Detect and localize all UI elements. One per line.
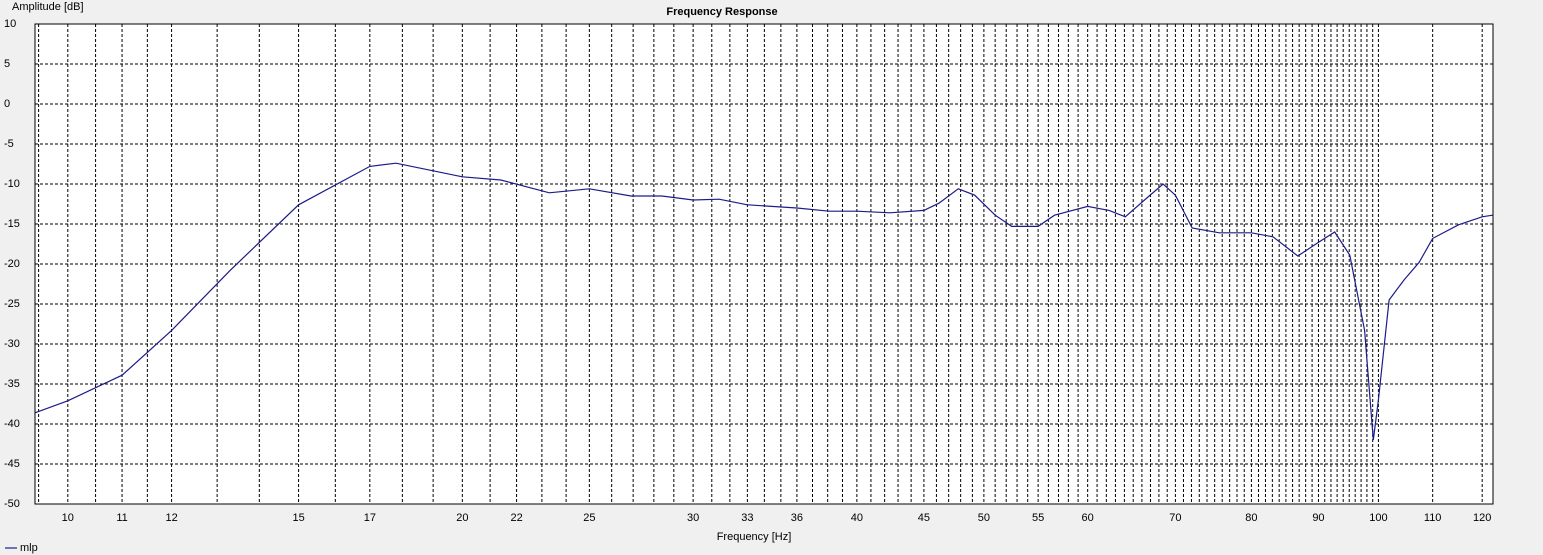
x-tick-label: 40 [851,512,863,524]
y-tick-label: -10 [4,178,20,190]
y-tick-label: -35 [4,378,20,390]
chart-title: Frequency Response [666,6,777,18]
x-tick-label: 110 [1424,512,1442,524]
legend-label: mlp [20,542,38,554]
x-tick-label: 33 [741,512,753,524]
x-tick-label: 80 [1245,512,1257,524]
plot-frame [34,23,1494,505]
x-tick-label: 12 [165,512,177,524]
x-tick-label: 22 [510,512,522,524]
y-tick-label: 10 [4,18,16,30]
x-tick-label: 36 [791,512,803,524]
y-tick-label: -30 [4,338,20,350]
y-tick-label: -15 [4,218,20,230]
x-tick-label: 10 [62,512,74,524]
x-tick-label: 55 [1032,512,1044,524]
x-tick-label: 70 [1169,512,1181,524]
y-tick-label: 0 [4,98,10,110]
y-tick-label: -20 [4,258,20,270]
x-tick-label: 15 [292,512,304,524]
x-tick-label: 120 [1473,512,1491,524]
x-tick-label: 20 [456,512,468,524]
x-tick-label: 90 [1312,512,1324,524]
y-axis-label: Amplitude [dB] [12,1,84,13]
x-tick-label: 30 [687,512,699,524]
y-tick-label: -50 [4,498,20,510]
x-tick-label: 50 [978,512,990,524]
y-tick-label: -5 [4,138,14,150]
x-tick-label: 60 [1082,512,1094,524]
y-tick-label: -25 [4,298,20,310]
y-tick-label: -45 [4,458,20,470]
x-tick-label: 17 [364,512,376,524]
y-tick-label: -40 [4,418,20,430]
x-tick-label: 45 [918,512,930,524]
y-tick-label: 5 [4,58,10,70]
x-axis-label: Frequency [Hz] [717,531,792,543]
x-tick-label: 100 [1369,512,1387,524]
x-tick-label: 25 [583,512,595,524]
x-tick-label: 11 [116,512,127,524]
data-line [34,162,1493,441]
